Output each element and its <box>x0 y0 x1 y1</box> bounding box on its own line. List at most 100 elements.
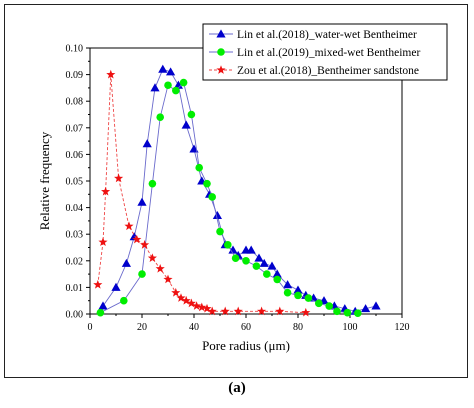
data-point <box>246 245 256 254</box>
series-layer <box>93 64 381 318</box>
data-point <box>220 306 230 316</box>
data-point <box>283 280 293 289</box>
data-point <box>233 306 243 316</box>
data-point <box>150 83 160 92</box>
data-point <box>275 306 285 316</box>
data-point <box>173 80 183 89</box>
data-point <box>304 294 313 302</box>
y-tick-label: 0.07 <box>66 123 84 134</box>
data-point <box>181 120 191 129</box>
legend-marker <box>216 29 226 38</box>
data-point <box>121 258 131 267</box>
x-tick-label: 40 <box>189 322 199 333</box>
data-point <box>207 306 217 316</box>
data-point <box>216 227 224 236</box>
data-point <box>197 302 207 312</box>
data-point <box>147 253 157 263</box>
y-tick-label: 0.01 <box>66 283 84 294</box>
data-point <box>156 113 164 121</box>
series-3 <box>93 69 311 317</box>
data-point <box>272 269 282 278</box>
data-point <box>124 221 134 231</box>
data-point <box>138 270 146 278</box>
data-point <box>294 291 302 300</box>
data-point <box>158 64 168 73</box>
data-point <box>111 282 121 291</box>
data-point <box>171 287 181 297</box>
data-point <box>163 274 173 284</box>
y-tick-label: 0.08 <box>66 97 84 108</box>
data-point <box>192 301 202 310</box>
chart: 0 20 40 60 80 100 120 0.00 0.01 0.02 0.03 0.04 0.05 0… <box>37 23 448 354</box>
legend: Lin et al.(2018)_water-wet Bentheimer Lin… <box>202 23 448 81</box>
y-axis-label: Relative frequency <box>37 131 52 230</box>
data-point <box>343 308 352 317</box>
data-point <box>172 86 180 95</box>
data-point <box>98 237 108 247</box>
data-point <box>333 307 341 316</box>
figure-frame <box>4 4 468 378</box>
data-point <box>212 210 222 220</box>
data-point <box>148 179 157 188</box>
data-point <box>137 197 147 206</box>
data-point <box>293 285 303 294</box>
data-point <box>140 240 150 249</box>
data-point <box>203 179 211 188</box>
data-point <box>98 301 108 310</box>
data-point <box>257 306 267 316</box>
data-point <box>132 234 142 244</box>
x-tick-label: 60 <box>241 322 251 333</box>
y-tick-label: 0.02 <box>66 256 84 267</box>
y-tick-label: 0.09 <box>66 70 84 81</box>
legend-label: Lin et al.(2019)_mixed-wet Bentheimer <box>237 47 420 59</box>
legend-marker <box>217 48 225 56</box>
data-point <box>273 275 282 284</box>
data-point <box>361 304 371 313</box>
data-point <box>371 301 381 310</box>
data-point <box>228 245 238 254</box>
data-point <box>155 263 165 273</box>
data-point <box>325 302 334 310</box>
data-point <box>254 253 264 262</box>
data-point <box>315 299 323 308</box>
y-tick-label: 0.03 <box>66 230 84 241</box>
data-point <box>187 110 196 119</box>
data-point <box>224 241 232 249</box>
x-tick-label: 0 <box>88 322 93 333</box>
data-point <box>96 308 105 317</box>
plot-frame <box>89 47 403 315</box>
data-point <box>186 298 196 308</box>
series-line <box>100 81 358 314</box>
data-point <box>164 81 172 90</box>
data-point <box>202 303 212 313</box>
data-point <box>166 67 176 76</box>
x-tick-label: 100 <box>343 322 358 333</box>
x-axis-label: Pore radius (μm) <box>202 338 290 353</box>
data-point <box>301 307 311 317</box>
data-point <box>114 173 124 183</box>
data-point <box>283 288 292 297</box>
x-tick-label: 20 <box>137 322 147 333</box>
data-point <box>259 258 269 267</box>
y-tick-label: 0.05 <box>66 177 84 188</box>
figure-caption: (a) <box>228 380 246 396</box>
legend-label: Zou et al.(2018)_Bentheimer sandstone <box>237 65 419 77</box>
data-point <box>181 295 191 305</box>
legend-box <box>202 23 448 81</box>
series-2 <box>96 78 362 318</box>
y-tick-label: 0.04 <box>66 203 84 214</box>
data-point <box>93 279 103 289</box>
axes: 0 20 40 60 80 100 120 0.00 0.01 0.02 0.03 0.04 0.05 0… <box>37 44 410 354</box>
y-tick-label: 0.06 <box>66 150 84 161</box>
data-point <box>354 309 362 318</box>
data-point <box>263 270 271 278</box>
data-point <box>231 254 240 262</box>
data-point <box>101 186 111 196</box>
x-tick-label: 80 <box>293 322 303 333</box>
data-point <box>106 69 116 79</box>
legend-label: Lin et al.(2018)_water-wet Bentheimer <box>237 29 417 41</box>
y-tick-label: 0.10 <box>66 44 84 55</box>
data-point <box>142 139 152 148</box>
data-point <box>179 78 188 87</box>
data-point <box>252 262 261 270</box>
